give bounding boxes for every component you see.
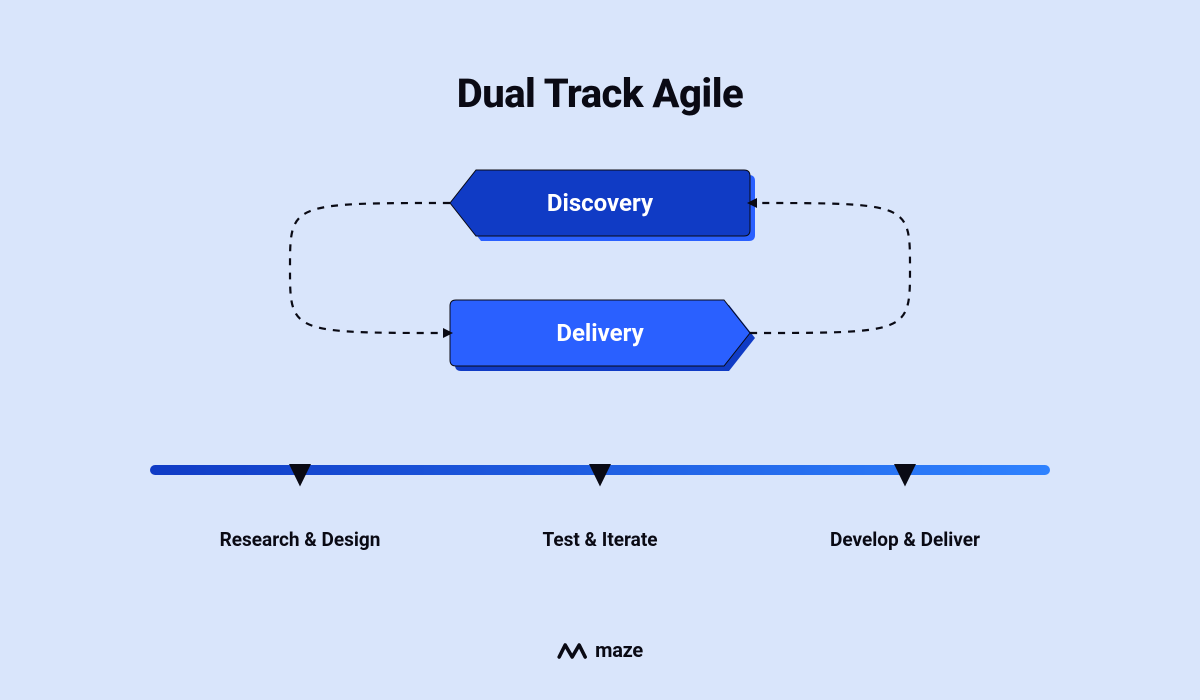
- timeline-marker-icon: [289, 464, 311, 487]
- timeline-marker-icon: [894, 464, 916, 487]
- diagram-canvas: Dual Track Agile Discovery Delivery Rese…: [0, 0, 1200, 700]
- timeline-markers: [289, 464, 916, 487]
- maze-logo-text: maze: [595, 638, 643, 662]
- delivery-label: Delivery: [450, 300, 750, 366]
- timeline-marker-icon: [589, 464, 611, 487]
- timeline-bar: [150, 465, 1050, 475]
- timeline-phase-label: Test & Iterate: [542, 528, 657, 551]
- maze-logo: maze: [557, 638, 643, 662]
- timeline-phase-label: Research & Design: [220, 528, 381, 551]
- timeline-phase-label: Develop & Deliver: [830, 528, 980, 551]
- maze-logo-icon: [557, 639, 587, 661]
- discovery-label: Discovery: [450, 170, 750, 236]
- loop-arrow-right: [750, 203, 910, 333]
- diagram-title: Dual Track Agile: [0, 70, 1200, 117]
- loop-arrow-left: [290, 203, 450, 333]
